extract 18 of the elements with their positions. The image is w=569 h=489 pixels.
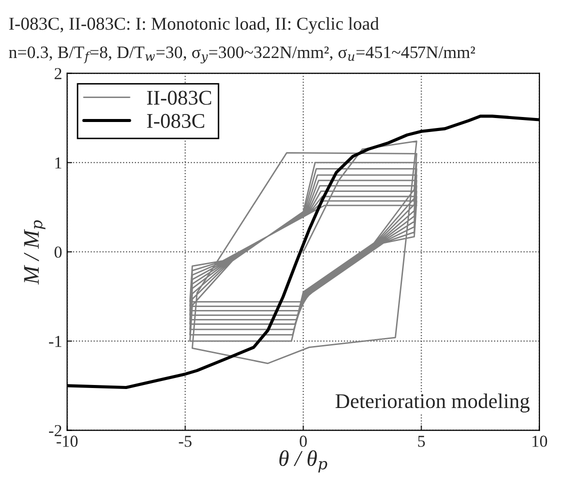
y-tick-label: -2 (49, 425, 62, 436)
line-series (189, 140, 418, 364)
legend-label: II-083C (147, 90, 212, 105)
chart-title: I-083C, II-083C: I: Monotonic load, II: Cyclic load (9, 17, 379, 34)
y-tick-label: 0 (54, 246, 62, 258)
y-axis-title: M / M$_{p}$ (24, 220, 46, 285)
legend-label: I-083C (147, 114, 204, 128)
annotation: Deterioration modeling (336, 394, 530, 412)
y-tick-label: 1 (55, 157, 62, 168)
text: n=0.3, B/T$_{f}$=8, D/T$_{w}$=30, σ$_{y}$=300~322N/mm², σ$_{u}$=451~457N/mm² (8, 46, 476, 64)
y-tick-label: -1 (49, 336, 62, 347)
x-tick-label: -5 (178, 436, 192, 447)
x-tick-label: -10 (56, 436, 78, 447)
x-axis-title: θ / θ$_{p}$ (279, 450, 328, 473)
x-tick-label: 10 (532, 436, 548, 447)
x-tick-label: 0 (300, 436, 307, 447)
x-tick-label: 5 (418, 436, 425, 447)
y-tick-label: 2 (54, 68, 62, 80)
